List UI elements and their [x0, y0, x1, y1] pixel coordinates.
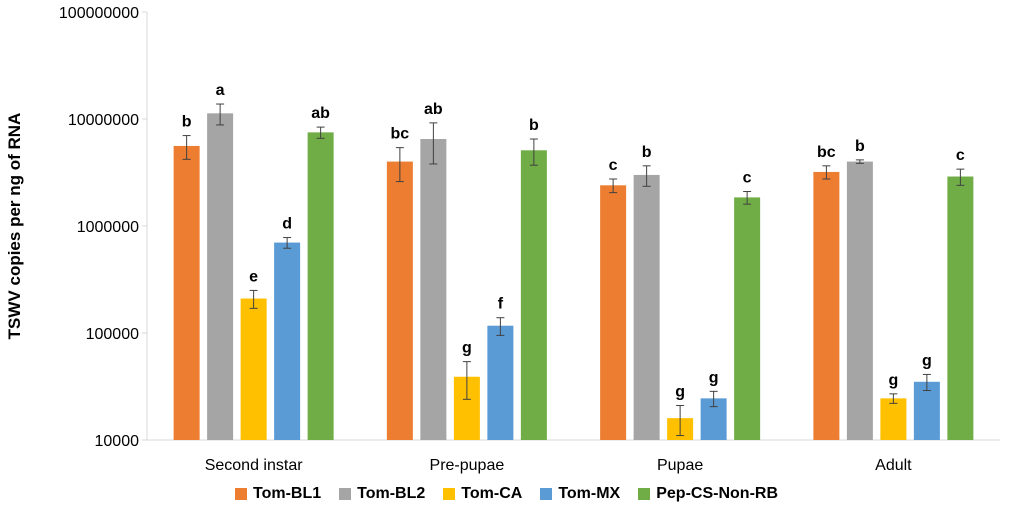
legend-label: Tom-BL2 — [357, 485, 426, 502]
bar-tom-ca — [240, 298, 267, 440]
significance-label: ab — [424, 101, 443, 118]
significance-label: f — [498, 296, 504, 313]
legend-swatch — [638, 488, 651, 500]
y-axis-label: TSWV copies per ng of RNA — [5, 113, 24, 340]
bar-tom-bl1 — [813, 171, 840, 440]
x-tick-label: Adult — [875, 457, 912, 474]
bar-pep-cs-non-rb — [947, 176, 974, 440]
y-tick-label: 10000 — [95, 433, 140, 450]
legend-item: Tom-CA — [443, 485, 522, 503]
bar-tom-mx — [487, 325, 514, 440]
legend-item: Tom-BL2 — [339, 485, 425, 503]
legend-item: Pep-CS-Non-RB — [638, 485, 778, 503]
legend-item: Tom-BL1 — [235, 485, 321, 503]
significance-label: b — [642, 144, 652, 161]
significance-label: c — [743, 170, 752, 187]
bar-pep-cs-non-rb — [307, 132, 334, 440]
legend-swatch — [443, 488, 456, 500]
significance-label: b — [182, 114, 192, 131]
significance-label: b — [855, 138, 865, 155]
chart-plot: 10000 100000 1000000 10000000 100000000 b a e d… — [5, 5, 1000, 474]
bar-tom-bl2 — [846, 161, 873, 440]
legend-label: Tom-CA — [461, 485, 523, 502]
bar-tom-bl1 — [173, 145, 200, 440]
significance-label: d — [282, 216, 292, 233]
legend-label: Tom-BL1 — [253, 485, 322, 502]
significance-label: ab — [311, 105, 330, 122]
y-tick-label: 100000 — [86, 326, 139, 343]
significance-label: g — [462, 340, 472, 357]
bar-tom-bl2 — [633, 174, 660, 440]
significance-label: g — [709, 369, 719, 386]
x-tick-label: Pupae — [657, 457, 703, 474]
y-tick-label: 100000000 — [59, 5, 139, 22]
legend-item: Tom-MX — [540, 485, 620, 503]
bar-pep-cs-non-rb — [520, 150, 547, 441]
y-tick-label: 10000000 — [68, 112, 139, 129]
bar-tom-bl1 — [600, 185, 627, 440]
significance-label: a — [216, 82, 225, 99]
legend-label: Tom-MX — [558, 485, 621, 502]
y-tick-label: 1000000 — [77, 219, 139, 236]
x-tick-label: Second instar — [205, 457, 304, 474]
legend-label: Pep-CS-Non-RB — [656, 485, 778, 502]
bar-tom-ca — [880, 398, 907, 440]
legend-swatch — [540, 488, 553, 500]
significance-label: g — [675, 384, 685, 401]
significance-label: g — [922, 352, 932, 369]
significance-label: e — [249, 268, 258, 285]
bar-tom-bl1 — [386, 161, 413, 440]
significance-label: c — [956, 147, 965, 164]
significance-label: bc — [817, 144, 836, 161]
significance-label: c — [609, 157, 618, 174]
significance-label: bc — [391, 126, 410, 143]
significance-label: b — [529, 117, 539, 134]
bar-tom-bl2 — [207, 113, 234, 440]
significance-label: g — [888, 372, 898, 389]
bar-tom-mx — [913, 381, 940, 440]
x-tick-label: Pre-pupae — [430, 457, 505, 474]
legend: Tom-BL1 Tom-BL2 Tom-CA Tom-MX Pep-CS-Non-RB — [0, 482, 1013, 506]
legend-swatch — [339, 488, 352, 500]
bar-pep-cs-non-rb — [734, 197, 761, 440]
bar-tom-mx — [274, 242, 301, 440]
bar-tom-bl2 — [420, 139, 447, 441]
legend-swatch — [235, 488, 247, 500]
